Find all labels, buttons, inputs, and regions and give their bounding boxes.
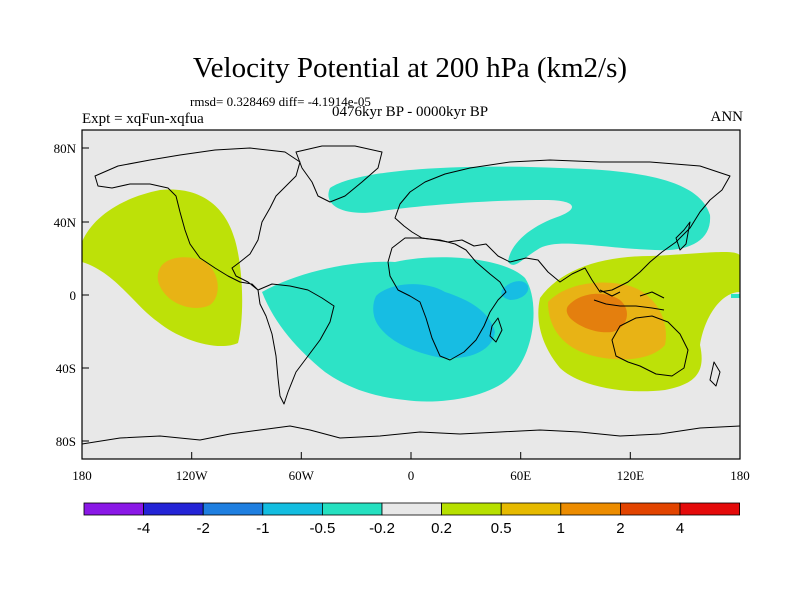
x-tick-label: 0	[408, 468, 415, 483]
map-plot-area	[82, 130, 740, 459]
period-label: 0476kyr BP - 0000kyr BP	[331, 104, 489, 120]
colorbar-label: -1	[256, 520, 269, 537]
coastlines	[82, 145, 740, 445]
colorbar-label: 1	[557, 520, 565, 537]
colorbar: -4 -2 -1 -0.5 -0.2 0.2 0.5 1 2 4	[83, 502, 740, 537]
colorbar-label: 0.5	[491, 520, 512, 537]
coast-australia	[611, 315, 689, 377]
colorbar-box	[381, 502, 442, 516]
x-tick-label: 120E	[617, 468, 645, 483]
stats-text: rmsd= 0.328469 diff= -4.1914e-05	[190, 94, 371, 109]
coast-europe-asia	[394, 159, 731, 293]
colorbar-label: 0.2	[431, 520, 452, 537]
y-tick-label: 40S	[56, 361, 76, 376]
colorbar-box	[500, 502, 562, 516]
map-title: Velocity Potential at 200 hPa (km2/s)	[192, 52, 628, 84]
colorbar-label: 4	[676, 520, 684, 537]
coast-antarctica	[82, 425, 740, 445]
colorbar-box	[441, 502, 502, 516]
contour-neg-mid-small	[501, 281, 529, 300]
coast-indonesia	[593, 289, 665, 311]
y-tick-label: 40N	[54, 215, 77, 230]
colorbar-label: -0.2	[369, 520, 395, 537]
x-tick-label: 120W	[176, 468, 209, 483]
x-tick-label: 180	[730, 468, 750, 483]
x-tick-label: 60W	[289, 468, 315, 483]
y-tick-label: 80S	[56, 434, 76, 449]
colorbar-label: 2	[616, 520, 624, 537]
contour-pos-strong-indopacific	[566, 293, 627, 333]
y-axis: 80N 40N 0 40S 80S	[54, 141, 89, 449]
contour-pos-mid-pacific	[157, 257, 218, 308]
contour-neg-weak-northern	[328, 166, 711, 265]
y-tick-label: 80N	[54, 141, 77, 156]
x-tick-marks	[81, 452, 741, 459]
colorbar-box	[202, 502, 264, 516]
x-axis: 180 120W 60W 0 60E 120E 180	[72, 452, 750, 483]
contour-neg-weak-dot	[731, 294, 740, 298]
x-tick-label: 180	[72, 468, 92, 483]
colorbar-box	[83, 502, 144, 516]
y-tick-marks	[82, 147, 89, 442]
colorbar-box	[679, 502, 740, 516]
colorbar-box	[620, 502, 681, 516]
x-tick-label: 60E	[510, 468, 531, 483]
coast-japan	[675, 221, 691, 251]
coast-africa	[387, 237, 507, 361]
season-label: ANN	[710, 109, 744, 125]
coast-north-america	[94, 147, 301, 291]
coast-new-zealand	[709, 361, 721, 387]
coast-south-america	[257, 283, 335, 405]
coast-madagascar	[489, 317, 503, 343]
colorbar-box	[143, 502, 204, 516]
contour-neg-mid	[373, 284, 495, 359]
colorbar-box	[560, 502, 621, 516]
coast-greenland	[295, 145, 383, 203]
y-tick-label: 0	[70, 288, 77, 303]
experiment-label: Expt = xqFun-xqfua	[82, 111, 204, 127]
colorbar-boxes	[83, 502, 740, 516]
colorbar-label: -2	[197, 520, 210, 537]
colorbar-label: -4	[137, 520, 150, 537]
colorbar-label: -0.5	[309, 520, 335, 537]
colorbar-box	[262, 502, 323, 516]
colorbar-box	[321, 502, 383, 516]
